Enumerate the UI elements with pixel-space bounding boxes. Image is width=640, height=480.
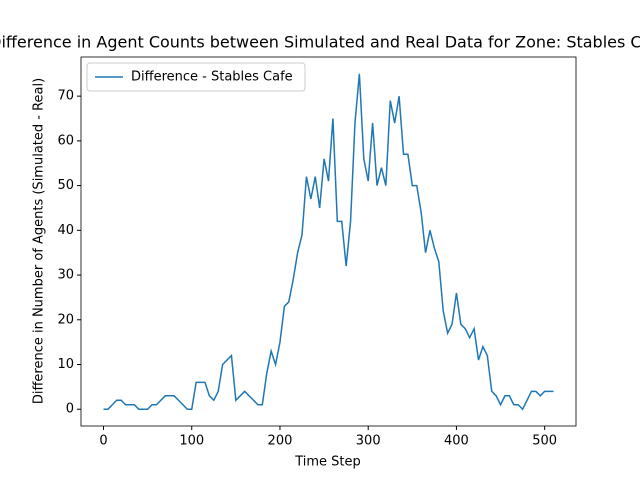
- x-tick-label: 300: [356, 434, 381, 449]
- plot-frame: [80, 56, 577, 427]
- y-tick-label: 50: [57, 178, 74, 193]
- x-axis-label: Time Step: [294, 455, 361, 470]
- x-tick-label: 200: [268, 434, 293, 449]
- y-tick-label: 0: [66, 402, 74, 417]
- data-line: [103, 73, 554, 411]
- x-tick-label: 0: [99, 434, 107, 449]
- y-axis-label: Difference in Number of Agents (Simulate…: [32, 78, 47, 404]
- x-tick-label: 100: [179, 434, 204, 449]
- y-tick-label: 40: [57, 223, 74, 238]
- y-tick-label: 30: [57, 268, 74, 283]
- y-tick-label: 10: [57, 357, 74, 372]
- y-tick-label: 20: [57, 312, 74, 327]
- x-tick-label: 400: [444, 434, 469, 449]
- x-tick-label: 500: [532, 434, 557, 449]
- y-tick-label: 70: [57, 89, 74, 104]
- legend-label: Difference - Stables Cafe: [131, 70, 293, 85]
- y-tick-label: 60: [57, 133, 74, 148]
- chart-title: Difference in Agent Counts between Simul…: [0, 33, 640, 52]
- legend-box: [86, 62, 306, 92]
